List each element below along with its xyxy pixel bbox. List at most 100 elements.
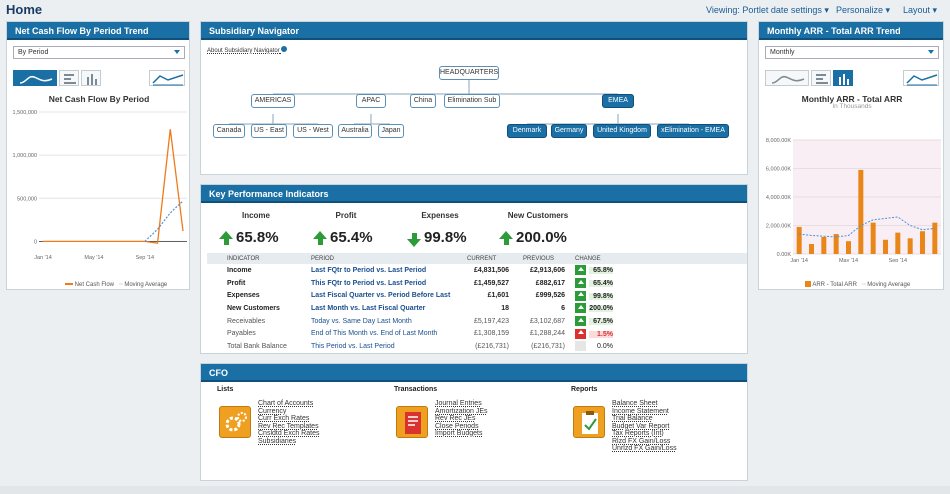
- period-cell[interactable]: Last Fiscal Quarter vs. Period Before La…: [311, 292, 451, 300]
- node-germany[interactable]: Germany: [551, 124, 587, 138]
- about-link[interactable]: About Subsidiary Navigator: [207, 46, 288, 54]
- x-tick-label: Sep '14: [889, 258, 907, 262]
- arrow-up-icon: [575, 290, 586, 301]
- link-item[interactable]: Rev Rec Templates: [258, 422, 319, 430]
- link-item[interactable]: Rlzd FX Gain/Loss: [612, 437, 671, 445]
- kpi-value-profit: 65.4%: [313, 229, 373, 246]
- node-australia[interactable]: Australia: [338, 124, 372, 138]
- indicator-cell: New Customers: [227, 304, 280, 312]
- area-chart-toggle[interactable]: [149, 70, 185, 86]
- node-xelimination-emea[interactable]: xElimination - EMEA: [657, 124, 729, 138]
- link-item[interactable]: Import Budgets: [435, 430, 483, 437]
- bar-chart-horizontal-toggle[interactable]: [811, 70, 831, 86]
- portlet-title: Monthly ARR - Total ARR Trend: [759, 22, 943, 40]
- node-united-kingdom[interactable]: United Kingdom: [593, 124, 651, 138]
- horizontal-bar-icon: [64, 74, 76, 84]
- column-chart-toggle[interactable]: [833, 70, 853, 86]
- link-item[interactable]: Unrlzd FX Gain/Loss: [612, 445, 677, 452]
- line-chart-toggle[interactable]: [13, 70, 57, 86]
- table-row[interactable]: Expenses Last Fiscal Quarter vs. Period B…: [207, 289, 747, 302]
- document-icon[interactable]: [396, 406, 428, 438]
- y-tick-label: 0.00K: [777, 252, 792, 258]
- clipboard-icon[interactable]: [573, 406, 605, 438]
- link-item[interactable]: Balance Sheet: [612, 400, 658, 407]
- bar-chart-horizontal-toggle[interactable]: [59, 70, 79, 86]
- current-cell: £1,459,527: [473, 279, 509, 287]
- org-tree-lines: [228, 80, 690, 130]
- kpi-label-profit: Profit: [335, 211, 357, 220]
- node-canada[interactable]: Canada: [213, 124, 245, 138]
- kpi-value-expenses: 99.8%: [407, 229, 467, 247]
- table-row[interactable]: Total Bank Balance This Period vs. Last P…: [207, 340, 747, 353]
- link-item[interactable]: Journal Entries: [435, 400, 482, 407]
- link-item[interactable]: Income Statement: [612, 407, 669, 415]
- period-cell[interactable]: Today vs. Same Day Last Month: [311, 317, 412, 325]
- table-row[interactable]: Profit This FQtr to Period vs. Last Perio…: [207, 277, 747, 290]
- chart-legend: ARR - Total ARR ┈ Moving Average: [805, 281, 910, 288]
- node-americas[interactable]: AMERICAS: [251, 94, 295, 108]
- indicator-cell: Payables: [227, 330, 256, 338]
- series-line-net-cash-flow: [43, 129, 184, 244]
- section-heading-transactions: Transactions: [394, 386, 438, 393]
- link-item[interactable]: Tax Reports (Int): [612, 430, 664, 437]
- viewing-menu[interactable]: Viewing: Portlet date settings ▾: [706, 5, 829, 15]
- link-item[interactable]: Currency: [258, 407, 287, 415]
- period-select[interactable]: By Period: [13, 46, 185, 59]
- line-chart-toggle[interactable]: [765, 70, 809, 86]
- arrow-up-icon: [499, 231, 513, 245]
- line-chart-icon: [771, 75, 805, 84]
- change-cell: 99.8%: [571, 289, 747, 302]
- chart-type-toolbar: [13, 70, 185, 88]
- period-cell[interactable]: This FQtr to Period vs. Last Period: [311, 279, 427, 287]
- previous-cell: £3,102,687: [529, 317, 565, 325]
- node-elimination-sub[interactable]: Elimination Sub: [444, 94, 500, 108]
- table-row[interactable]: Income Last FQtr to Period vs. Last Perio…: [207, 264, 747, 277]
- link-item[interactable]: Subsidiaries: [258, 437, 297, 445]
- layout-menu[interactable]: Layout ▾: [903, 5, 938, 15]
- table-row[interactable]: Payables End of This Month vs. End of Las…: [207, 327, 747, 340]
- indicator-cell: Receivables: [227, 317, 266, 325]
- table-row[interactable]: New Customers Last Month vs. Last Fiscal …: [207, 302, 747, 315]
- period-cell[interactable]: End of This Month vs. End of Last Month: [311, 330, 438, 338]
- column-chart-icon: [839, 74, 849, 85]
- kpi-value-income: 65.8%: [219, 229, 279, 246]
- portlet-title: Subsidiary Navigator: [201, 22, 747, 40]
- node-us-east[interactable]: US - East: [251, 124, 287, 138]
- y-tick-label: 4,000.00K: [766, 195, 791, 201]
- arrow-up-icon: [219, 231, 233, 245]
- link-item[interactable]: Trial Balance: [612, 415, 653, 422]
- link-item[interactable]: Rev Rec JEs: [435, 415, 476, 422]
- personalize-menu[interactable]: Personalize ▾: [836, 5, 891, 15]
- node-denmark[interactable]: Denmark: [507, 124, 547, 138]
- link-item[interactable]: Curr Exch Rates: [258, 415, 310, 422]
- x-tick-label: May '14: [839, 258, 858, 262]
- period-cell[interactable]: Last FQtr to Period vs. Last Period: [311, 266, 427, 274]
- node-emea[interactable]: EMEA: [602, 94, 634, 108]
- area-chart-icon: [152, 74, 184, 86]
- link-item[interactable]: Budget Var Report: [612, 422, 670, 430]
- chart-title: Net Cash Flow By Period: [48, 94, 150, 104]
- lists-links: Chart of Accounts Currency Curr Exch Rates…: [258, 400, 319, 445]
- gears-icon[interactable]: [219, 406, 251, 438]
- link-item[interactable]: Chart of Accounts: [258, 400, 314, 407]
- table-row[interactable]: Receivables Today vs. Same Day Last Month…: [207, 315, 747, 328]
- bar-arr: [932, 222, 938, 254]
- reports-links: Balance Sheet Income Statement Trial Balan…: [612, 400, 677, 453]
- indicator-cell: Expenses: [227, 292, 260, 300]
- column-chart-toggle[interactable]: [81, 70, 101, 86]
- area-chart-toggle[interactable]: [903, 70, 939, 86]
- link-item[interactable]: Cnsldtd Exch Rates: [258, 430, 320, 437]
- node-apac[interactable]: APAC: [356, 94, 386, 108]
- period-select[interactable]: Monthly: [765, 46, 939, 59]
- node-china[interactable]: China: [410, 94, 436, 108]
- bar-arr: [870, 222, 876, 254]
- node-headquarters[interactable]: HEADQUARTERS: [439, 66, 499, 80]
- period-cell[interactable]: Last Month vs. Last Fiscal Quarter: [311, 304, 426, 312]
- change-cell: 65.4%: [571, 277, 747, 290]
- link-item[interactable]: Close Periods: [435, 422, 479, 430]
- link-item[interactable]: Amortization JEs: [435, 407, 488, 415]
- bar-arr: [833, 234, 839, 254]
- period-cell[interactable]: This Period vs. Last Period: [311, 342, 395, 350]
- node-us-west[interactable]: US - West: [293, 124, 333, 138]
- node-japan[interactable]: Japan: [378, 124, 404, 138]
